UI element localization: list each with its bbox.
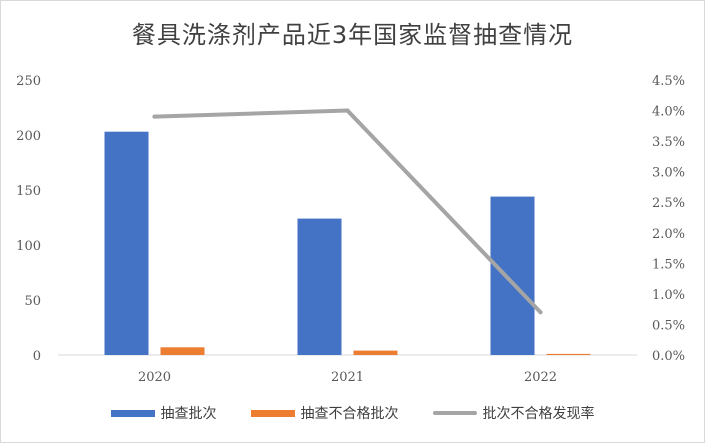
bar-failed	[160, 347, 205, 355]
y-right-tick-label: 2.0%	[652, 227, 685, 242]
y-left-tick-label: 100	[16, 239, 41, 254]
legend-label-inspected: 抽查批次	[160, 406, 217, 422]
y-right-tick-label: 3.0%	[652, 166, 685, 181]
bar-inspected	[490, 196, 535, 355]
bar-failed	[353, 350, 398, 355]
y-right-tick-label: 2.5%	[652, 196, 685, 211]
x-tick-label: 2021	[331, 370, 364, 385]
y-right-tick-label: 0.5%	[652, 318, 685, 333]
legend-item-inspected: 抽查批次	[110, 403, 217, 423]
y-right-tick-label: 4.5%	[652, 74, 685, 89]
y-left-tick-label: 200	[16, 129, 41, 144]
bar-inspected	[297, 218, 342, 355]
y-right-tick-label: 0.0%	[652, 349, 685, 364]
y-right-tick-label: 3.5%	[652, 135, 685, 150]
y-right-tick-label: 4.0%	[652, 105, 685, 120]
y-right-tick-label: 1.0%	[652, 288, 685, 303]
y-left-tick-label: 150	[16, 184, 41, 199]
line-point-failure-rate	[152, 114, 157, 119]
bar-inspected	[104, 131, 149, 355]
legend-swatch-failed	[250, 409, 295, 417]
bar-failed	[546, 353, 591, 355]
y-left-tick-label: 0	[33, 349, 41, 364]
legend-label-failure-rate: 批次不合格发现率	[482, 406, 595, 422]
legend-swatch-inspected	[110, 409, 155, 417]
line-failure-rate	[152, 108, 543, 315]
x-tick-label: 2022	[524, 370, 557, 385]
y-right-tick-label: 1.5%	[652, 257, 685, 272]
y-left-tick-label: 250	[16, 74, 41, 89]
legend-label-failed: 抽查不合格批次	[300, 406, 399, 422]
legend-item-failure-rate: 批次不合格发现率	[432, 403, 595, 423]
y-left-tick-label: 50	[24, 294, 41, 309]
line-point-failure-rate	[345, 108, 350, 113]
legend: 抽查批次 抽查不合格批次 批次不合格发现率	[1, 403, 704, 423]
x-tick-label: 2020	[138, 370, 171, 385]
line-point-failure-rate	[538, 310, 543, 315]
legend-item-failed: 抽查不合格批次	[250, 403, 399, 423]
legend-swatch-failure-rate	[432, 411, 477, 415]
chart-title: 餐具洗涤剂产品近3年国家监督抽查情况	[131, 21, 574, 49]
